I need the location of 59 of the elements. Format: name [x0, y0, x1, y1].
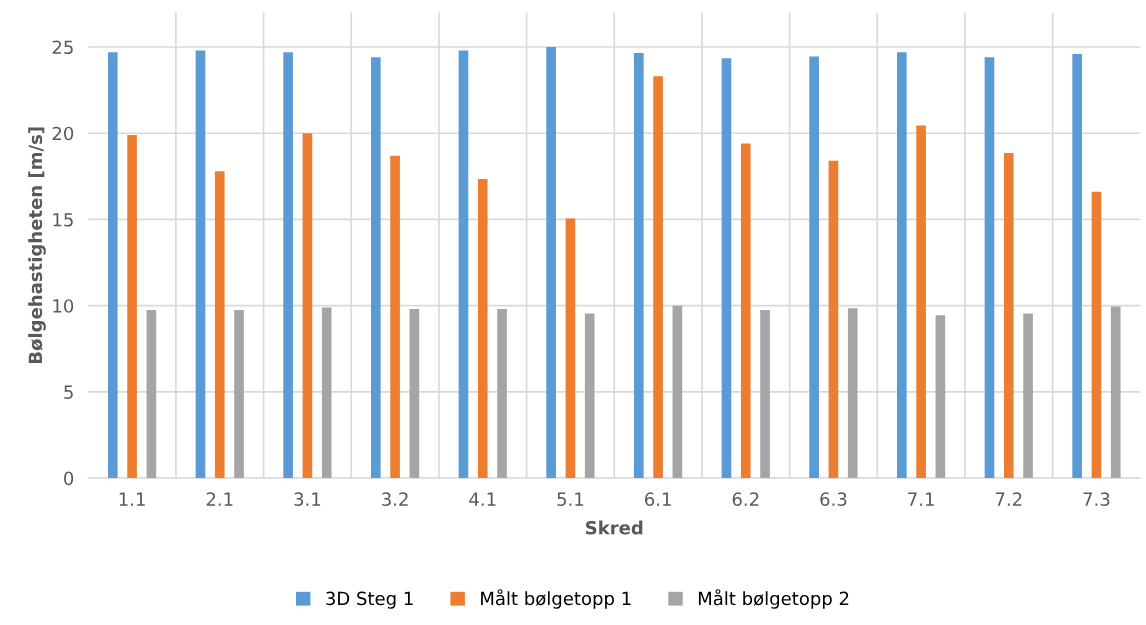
- y-tick-label: 5: [64, 385, 73, 400]
- x-tick-label: 6.3: [820, 492, 847, 506]
- bar: [477, 178, 488, 479]
- bar: [1003, 153, 1014, 479]
- y-axis-title: Bølgehastigheten [m/s]: [28, 127, 46, 364]
- bar: [847, 308, 858, 479]
- bar: [546, 46, 556, 479]
- bar: [234, 309, 244, 479]
- bar: [195, 50, 206, 479]
- bar: [1072, 53, 1082, 479]
- bar: [146, 309, 157, 479]
- bar: [760, 309, 770, 479]
- bar: [1091, 191, 1102, 479]
- bar: [1023, 313, 1033, 479]
- y-tick-label: 10: [53, 299, 74, 313]
- x-tick-label: 7.2: [995, 492, 1022, 506]
- bar: [214, 171, 225, 479]
- bar: [497, 309, 507, 479]
- bar: [107, 52, 118, 479]
- legend-label: Målt bølgetopp 1: [481, 589, 631, 609]
- x-tick-label: 7.3: [1083, 492, 1110, 506]
- bar: [584, 313, 595, 479]
- bar: [896, 52, 907, 479]
- bar: [935, 315, 946, 479]
- x-tick-label: 3.2: [382, 492, 408, 506]
- bar: [390, 155, 400, 479]
- bar: [1110, 306, 1121, 479]
- x-tick-label: 5.1: [557, 492, 584, 506]
- y-tick-label: 0: [64, 471, 74, 486]
- bar: [984, 57, 995, 479]
- y-tick-label: 20: [52, 126, 74, 141]
- bar: [370, 57, 381, 479]
- bar: [302, 133, 313, 479]
- x-tick-label: 2.1: [206, 492, 233, 506]
- x-axis-title: Skred: [586, 520, 643, 535]
- bar: [916, 125, 926, 479]
- bar: [653, 76, 663, 479]
- legend-label: Målt bølgetopp 2: [698, 589, 849, 609]
- bar: [828, 160, 839, 479]
- x-tick-label: 4.1: [469, 492, 496, 506]
- x-tick-label: 1.1: [119, 492, 145, 506]
- y-tick-label: 25: [52, 40, 73, 55]
- bar: [283, 52, 293, 479]
- bar: [127, 134, 137, 479]
- x-tick-label: 7.1: [908, 492, 934, 506]
- bar: [672, 305, 683, 479]
- bar: [740, 143, 751, 479]
- bar: [721, 58, 732, 479]
- legend-label: 3D Steg 1: [326, 591, 413, 609]
- bar: [458, 50, 469, 479]
- bar: [633, 53, 644, 479]
- bar: [565, 218, 576, 479]
- bar: [321, 307, 332, 479]
- x-tick-label: 6.2: [732, 492, 759, 506]
- bar: [409, 309, 420, 479]
- x-tick-label: 3.1: [294, 492, 321, 506]
- x-tick-label: 6.1: [644, 492, 671, 506]
- y-tick-label: 15: [53, 213, 73, 227]
- bar: [809, 56, 819, 479]
